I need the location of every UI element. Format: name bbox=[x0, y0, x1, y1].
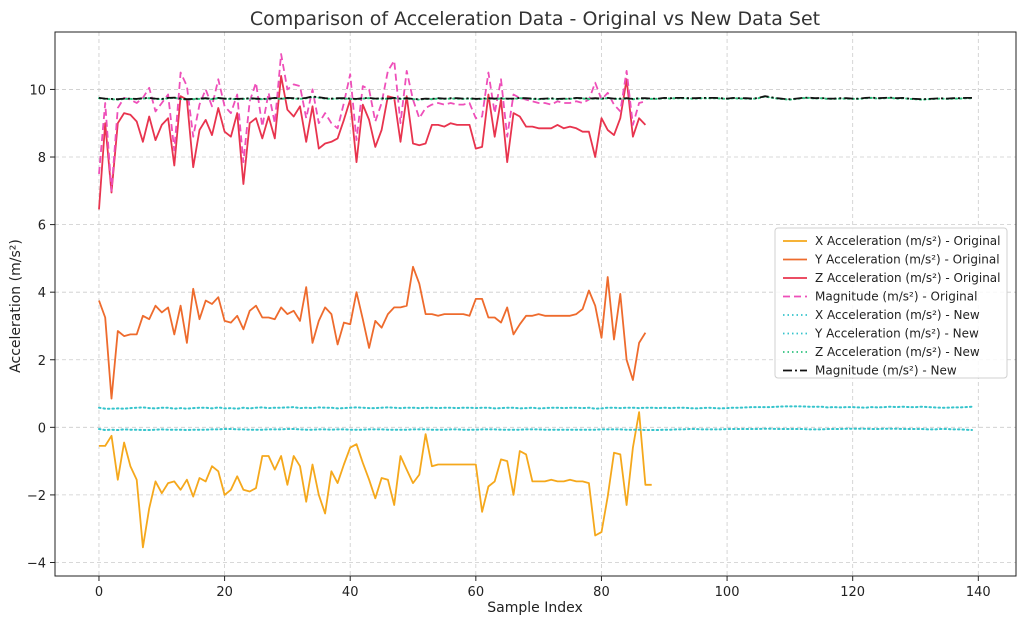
y-tick-label: 10 bbox=[29, 83, 46, 98]
series-line-4 bbox=[98, 53, 646, 192]
x-tick-label: 140 bbox=[966, 585, 991, 600]
plot-frame bbox=[54, 31, 1017, 577]
y-tick-label: 0 bbox=[38, 421, 46, 436]
y-axis-ticks: −4 −2 0 2 4 6 8 10 bbox=[27, 83, 55, 571]
x-tick-label: 100 bbox=[715, 585, 740, 600]
legend-entry: Z Acceleration (m/s²) - New bbox=[815, 345, 980, 359]
series-line-5 bbox=[98, 405, 973, 410]
x-tick-label: 0 bbox=[95, 585, 103, 600]
legend-entry: Magnitude (m/s²) - New bbox=[815, 364, 957, 378]
legend-entry: Y Acceleration (m/s²) - New bbox=[814, 327, 979, 341]
x-tick-label: 60 bbox=[468, 585, 485, 600]
y-axis-label: Acceleration (m/s²) bbox=[8, 239, 24, 373]
x-tick-label: 20 bbox=[216, 585, 233, 600]
legend-entry: Magnitude (m/s²) - Original bbox=[815, 290, 977, 304]
legend: X Acceleration (m/s²) - Original Y Accele… bbox=[774, 227, 1008, 379]
legend-entry: Y Acceleration (m/s²) - Original bbox=[814, 253, 1000, 267]
legend-box bbox=[774, 227, 1008, 379]
x-axis-ticks: 0 20 40 60 80 100 120 140 bbox=[95, 576, 991, 600]
x-axis-label: Sample Index bbox=[487, 600, 582, 616]
legend-entry: Z Acceleration (m/s²) - Original bbox=[815, 271, 1001, 285]
x-tick-label: 40 bbox=[342, 585, 359, 600]
y-tick-label: −4 bbox=[27, 556, 46, 571]
chart-title: Comparison of Acceleration Data - Origin… bbox=[250, 8, 820, 30]
y-tick-label: 6 bbox=[38, 219, 46, 234]
series-line-3 bbox=[98, 75, 647, 210]
series-line-1 bbox=[99, 411, 652, 549]
series-layer bbox=[98, 53, 973, 549]
x-tick-label: 80 bbox=[593, 585, 610, 600]
y-tick-label: −2 bbox=[27, 489, 46, 504]
series-line-8 bbox=[98, 95, 972, 101]
series-line-2 bbox=[98, 265, 647, 400]
legend-entry: X Acceleration (m/s²) - Original bbox=[815, 234, 1001, 248]
series-line-6 bbox=[98, 427, 973, 431]
y-tick-label: 2 bbox=[38, 354, 46, 369]
y-tick-label: 8 bbox=[38, 151, 46, 166]
y-tick-label: 4 bbox=[38, 286, 46, 301]
x-tick-label: 120 bbox=[840, 585, 865, 600]
legend-entry: X Acceleration (m/s²) - New bbox=[815, 308, 980, 322]
